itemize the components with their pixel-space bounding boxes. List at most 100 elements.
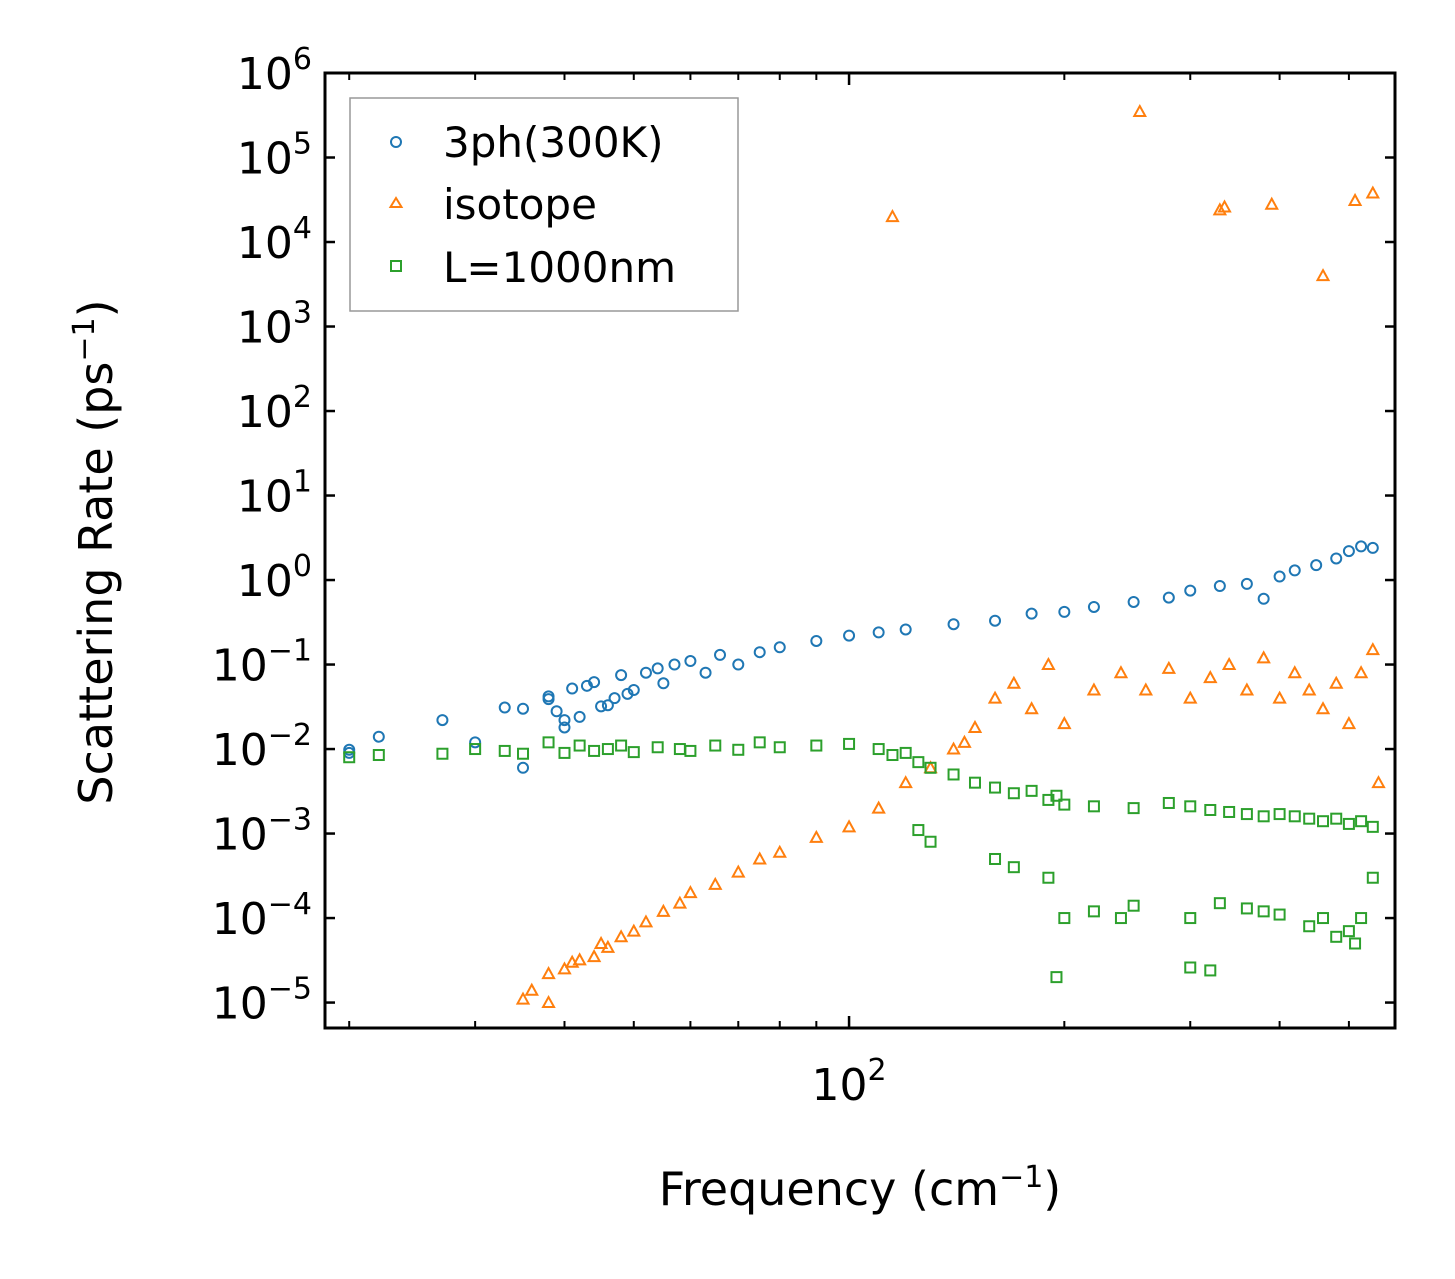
data-point	[595, 700, 608, 713]
y-axis-label: Scattering Rate (ps−1)	[67, 299, 123, 804]
data-point	[1007, 787, 1020, 800]
data-point	[626, 923, 641, 937]
data-point	[772, 844, 787, 858]
y-tick-label: 10−2	[212, 718, 312, 776]
data-point	[1162, 591, 1175, 604]
data-point	[573, 739, 586, 752]
data-point	[517, 702, 530, 715]
data-point	[1113, 665, 1129, 679]
data-point	[1006, 675, 1022, 689]
data-point	[558, 714, 571, 727]
data-point	[1058, 912, 1071, 925]
data-point	[1342, 817, 1355, 830]
data-point	[1315, 701, 1331, 715]
data-point	[517, 747, 530, 760]
series-0	[343, 540, 1379, 774]
data-point	[1240, 808, 1253, 821]
data-point	[1303, 812, 1316, 825]
data-point	[912, 756, 925, 769]
data-point	[1212, 202, 1228, 216]
data-point	[1162, 796, 1175, 809]
data-point	[436, 714, 449, 727]
data-point	[557, 961, 572, 975]
data-point	[1213, 897, 1226, 910]
data-point	[924, 835, 937, 848]
y-tick-label: 104	[237, 211, 312, 269]
data-point	[1025, 607, 1038, 620]
data-point	[1310, 559, 1323, 572]
data-point	[1366, 541, 1379, 554]
data-point	[668, 658, 681, 671]
data-point	[627, 683, 640, 696]
data-point	[1302, 682, 1317, 696]
data-point	[615, 739, 628, 752]
data-point	[651, 662, 664, 675]
data-point	[1025, 784, 1038, 797]
data-point	[1161, 660, 1177, 674]
data-point	[989, 781, 1002, 794]
data-point	[899, 623, 912, 636]
legend-label-boundary: L=1000nm	[443, 243, 676, 292]
data-point	[1203, 670, 1218, 684]
data-point	[1041, 656, 1056, 671]
legend-label-isotope: isotope	[443, 180, 597, 229]
data-point	[1132, 103, 1147, 118]
data-point	[1217, 199, 1232, 213]
data-point	[1288, 810, 1301, 823]
legend-marker-boundary	[390, 260, 402, 272]
data-point	[372, 730, 385, 743]
data-point	[550, 705, 563, 718]
data-point	[1342, 545, 1355, 558]
data-point	[683, 885, 698, 899]
data-point	[989, 614, 1002, 627]
data-point	[1042, 871, 1055, 884]
data-point	[1273, 808, 1286, 821]
data-point	[1355, 540, 1368, 553]
data-point	[968, 776, 981, 789]
data-point	[1024, 701, 1039, 715]
data-point	[672, 895, 688, 909]
data-point	[714, 648, 727, 661]
data-point	[1087, 600, 1100, 613]
data-point	[924, 761, 937, 774]
data-point	[601, 743, 614, 756]
data-point	[1341, 716, 1357, 730]
data-point	[573, 710, 586, 723]
data-point	[1050, 789, 1063, 802]
data-point	[987, 690, 1003, 704]
data-point	[436, 747, 449, 760]
legend-marker-isotope	[388, 196, 404, 208]
data-point	[1087, 905, 1100, 918]
data-point	[1087, 800, 1100, 813]
data-point	[871, 800, 886, 814]
data-point	[469, 736, 482, 749]
data-point	[639, 666, 652, 679]
data-point	[1127, 595, 1140, 608]
data-point	[572, 952, 587, 966]
y-tick-label: 105	[237, 127, 312, 185]
data-point	[732, 743, 745, 756]
series-2	[343, 736, 1379, 984]
data-point	[1365, 185, 1380, 199]
data-point	[1317, 815, 1330, 828]
data-point	[753, 646, 766, 659]
data-point	[885, 208, 900, 223]
data-point	[621, 687, 634, 700]
data-point	[1349, 937, 1362, 950]
data-point	[1184, 961, 1197, 974]
data-point	[773, 741, 786, 754]
ticks: 106 105 104 103 102 101 100 10−1 10−2 10−3 10−4 10−…	[212, 42, 1395, 1111]
series-1	[515, 103, 1386, 1009]
data-point	[1057, 716, 1072, 730]
data-point	[1317, 912, 1330, 925]
y-tick-label: 10−1	[212, 634, 312, 692]
data-point	[1315, 268, 1331, 282]
data-point	[1288, 564, 1301, 577]
data-point	[1303, 920, 1316, 933]
data-point	[372, 749, 385, 762]
data-point	[1329, 675, 1344, 689]
data-point	[1355, 815, 1368, 828]
data-point	[1086, 682, 1102, 696]
data-point	[651, 741, 664, 754]
data-point	[1371, 775, 1386, 789]
